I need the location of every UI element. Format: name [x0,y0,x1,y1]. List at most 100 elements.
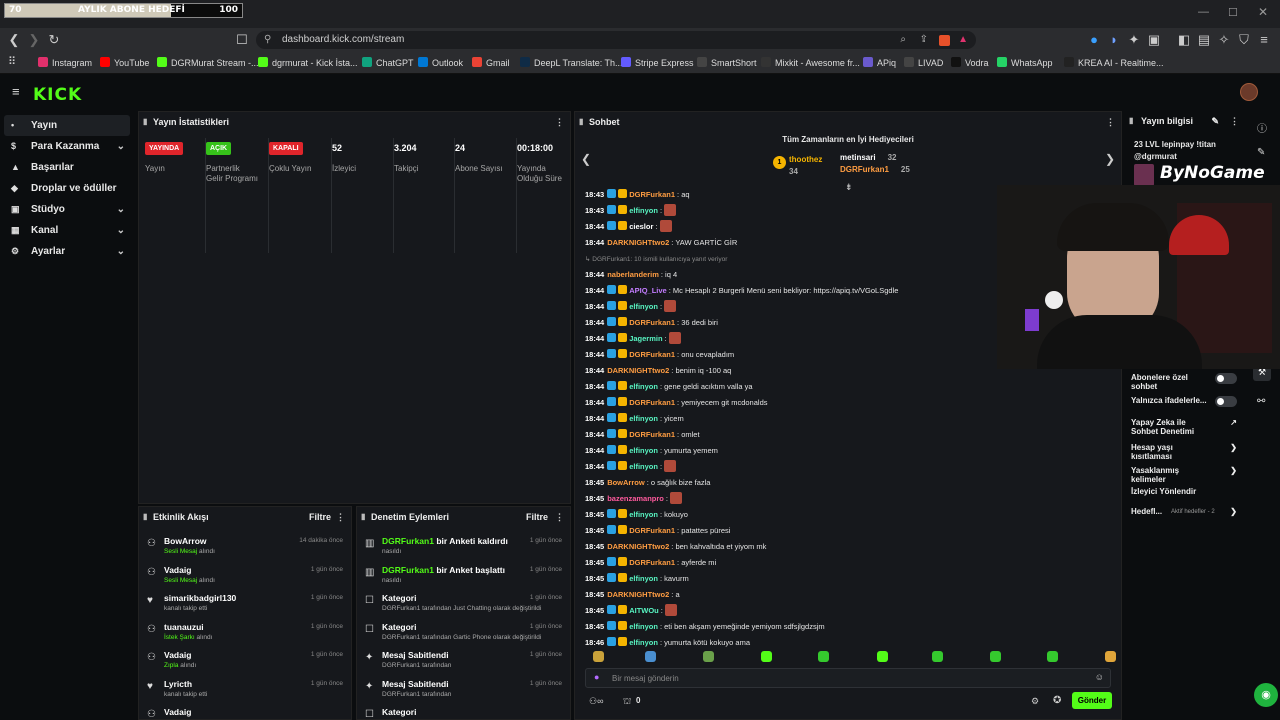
moderation-item[interactable]: ☐ Kategori DGRFurkan1 tarafından Gartic Ph… [357,619,570,647]
zoom-icon[interactable]: ⌕ [900,34,906,45]
sidebar-item-para-kazanma[interactable]: $ Para Kazanma ⌄ [4,136,130,157]
chat-message[interactable]: 18:44 DARKNIGHTtwo2: YAW GARTİC GİR [585,236,737,250]
leo-icon[interactable]: ✧ [1218,32,1230,47]
stream-setting[interactable]: Yasaklanmış kelimeler ❯ [1131,466,1245,484]
brave-rewards-icon[interactable]: ▲ [958,34,968,45]
more-icon[interactable]: ⋮ [336,512,345,522]
emote-icon[interactable] [818,651,829,662]
activity-item[interactable]: ⚇ tuanauzui İstek Şarkı alındı 1 gün önce [139,619,351,647]
more-icon[interactable]: ⋮ [555,117,564,127]
activity-item[interactable]: ⚇ Vadaig [139,704,351,720]
chat-username[interactable]: elfinyon [629,638,658,647]
sidebar-item-ayarlar[interactable]: ⚙ Ayarlar ⌄ [4,241,130,262]
chat-message[interactable]: 18:44 cieslor: [585,220,672,234]
hamburger-icon[interactable]: ≡ [12,84,20,99]
chat-username[interactable]: elfinyon [629,206,658,215]
edit-icon[interactable]: ✎ [1211,116,1219,126]
chat-username[interactable]: DGRFurkan1 [629,398,676,407]
settings-icon[interactable]: ⚙ [1031,696,1040,706]
chat-message[interactable]: 18:44 elfinyon: [585,300,677,314]
chat-username[interactable]: DARKNIGHTtwo2 [607,238,670,247]
stream-setting[interactable]: Hesap yaşı kısıtlaması ❯ [1131,443,1245,461]
bookmark-icon[interactable]: ☐ [236,32,248,47]
sidebar-item-ba-ar-lar[interactable]: ▲ Başarılar [4,157,130,178]
extensions-icon[interactable]: ✦ [1128,32,1140,47]
sidebar-item-yay-n[interactable]: • Yayın [4,115,130,136]
chat-message[interactable]: 18:45 elfinyon: kavurm [585,572,689,586]
chat-username[interactable]: elfinyon [629,622,658,631]
chat-username[interactable]: DGRFurkan1 [629,318,676,327]
chat-username[interactable]: BowArrow [607,478,645,487]
emote-icon[interactable] [932,651,943,662]
emote-icon[interactable] [1047,651,1058,662]
bookmark-item[interactable]: WhatsApp [997,55,1053,71]
chat-message[interactable]: 18:44 DGRFurkan1: 36 dedi biri [585,316,718,330]
moderation-item[interactable]: ▥ DGRFurkan1 bir Anket başlattı nasıldı 1 g… [357,562,570,590]
chat-username[interactable]: naberlanderim [607,270,659,279]
activity-item[interactable]: ⚇ Vadaig Sesli Mesaj alındı 1 gün önce [139,562,351,590]
sidebar-item-kanal[interactable]: ▦ Kanal ⌄ [4,220,130,241]
bookmark-item[interactable]: SmartShort [697,55,757,71]
stream-setting[interactable]: Yalnızca ifadelerle... [1131,396,1245,410]
stream-setting[interactable]: Hedefl... ❯ Aktif hedefler - 2 [1131,507,1245,521]
sidebar-item-droplar-ve-d-ller[interactable]: ◆ Droplar ve ödüller [4,178,130,199]
chat-username[interactable]: elfinyon [629,510,658,519]
chevron-down-icon[interactable]: ⌄ [116,225,125,236]
vpn-icon[interactable]: ⛉ [1239,32,1249,47]
chat-message[interactable]: 18:44 elfinyon: [585,460,677,474]
chat-username[interactable]: DGRFurkan1 [629,558,676,567]
activity-item[interactable]: ♥ simarikbadgirl130 kanalı takip etti 1 gün… [139,590,351,618]
chat-message[interactable]: ↳ DGRFurkan1: 10 ismili kullanıcıya yanı… [585,252,727,266]
sidebar-icon[interactable]: ◧ [1177,32,1191,47]
send-button[interactable]: Gönder [1072,692,1112,709]
chat-username[interactable]: DGRFurkan1 [629,350,676,359]
chat-message[interactable]: 18:45 DGRFurkan1: patattes püresi [585,524,730,538]
chat-username[interactable]: elfinyon [629,462,658,471]
chat-message[interactable]: 18:45 DARKNIGHTtwo2: ben kahvaltıda et yi… [585,540,766,554]
bookmark-item[interactable]: Vodra [951,55,989,71]
apps-icon[interactable]: ⠿ [8,56,17,68]
more-icon[interactable]: ⋮ [1230,116,1239,126]
info-icon[interactable]: ⓘ [1257,124,1267,135]
site-info-icon[interactable]: ⚲ [264,34,272,45]
activity-item[interactable]: ⚇ BowArrow Sesli Mesaj alındı 14 dakika önc… [139,533,351,561]
stream-setting[interactable]: Abonelere özel sohbet [1131,373,1245,391]
bookmark-item[interactable]: YouTube [100,55,149,71]
chat-message[interactable]: 18:44 naberlanderim: iq 4 [585,268,677,282]
filter-button[interactable]: Filtre [308,512,331,522]
gifter-entry[interactable]: DGRFurkan1 25 [840,165,910,174]
chevron-down-icon[interactable]: ⌄ [116,246,125,257]
stream-setting[interactable]: İzleyici Yönlendir [1131,487,1245,501]
pen-icon[interactable]: ✎ [1257,147,1266,158]
back-icon[interactable]: ❮ [8,32,20,47]
emote-icon[interactable] [645,651,656,662]
bookmark-item[interactable]: APiq [863,55,896,71]
emote-icon[interactable] [1105,651,1116,662]
chat-username[interactable]: bazenzamanpro [607,494,664,503]
chat-message[interactable]: 18:45 DARKNIGHTtwo2: a [585,588,680,602]
chat-message[interactable]: 18:45 elfinyon: kokuyo [585,508,688,522]
chat-username[interactable]: DGRFurkan1 [629,430,676,439]
share-icon[interactable]: ⚯ [1257,396,1266,407]
bookmark-item[interactable]: Mixkit - Awesome fr... [761,55,860,71]
users-icon[interactable]: ⚇∞ [589,696,604,706]
moderation-item[interactable]: ☐ Kategori [357,704,570,720]
next-icon[interactable]: ❯ [1104,152,1115,166]
chat-message[interactable]: 18:43 DGRFurkan1: aq [585,188,690,202]
activity-item[interactable]: ⚇ Vadaig Zıpla alındı 1 gün önce [139,647,351,675]
extension-icon[interactable]: ▣ [1147,32,1161,47]
chat-message[interactable]: 18:44 APIQ_Live: Mc Hesaplı 2 Burgerli Me… [585,284,898,298]
emoji-icon[interactable]: ☺ [1094,672,1104,682]
chat-message[interactable]: 18:44 elfinyon: yicem [585,412,684,426]
chat-message[interactable]: 18:44 elfinyon: gene geldi acıktım valla … [585,380,753,394]
bookmark-item[interactable]: Outlook [418,55,463,71]
activity-item[interactable]: ♥ Lyricth kanalı takip etti 1 gün önce [139,676,351,704]
chat-message[interactable]: 18:44 Jagermin: [585,332,681,346]
moderation-item[interactable]: ✦ Mesaj Sabitlendi DGRFurkan1 tarafından 1 … [357,647,570,675]
prev-icon[interactable]: ❮ [581,152,592,166]
menu-icon[interactable]: ≡ [1260,32,1268,47]
bookmark-item[interactable]: Gmail [472,55,510,71]
bookmark-item[interactable]: DGRMurat Stream -... [157,55,259,71]
moderation-tools-icon[interactable]: ✪ [1053,695,1062,706]
bookmark-item[interactable]: Stripe Express [621,55,694,71]
